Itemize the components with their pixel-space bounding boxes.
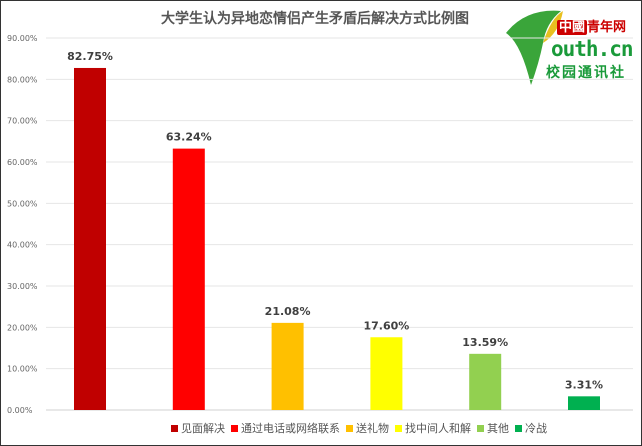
y-tick-label: 90.00% [7,34,38,43]
legend-swatch [231,425,238,432]
legend-label: 送礼物 [356,422,389,435]
bar [271,322,304,410]
legend-label: 找中间人和解 [405,422,471,435]
data-label: 3.31% [565,378,603,391]
data-label: 21.08% [265,305,311,318]
legend: 见面解决 通过电话或网络联系 送礼物 找中间人和解 其他 冷战 [171,422,547,435]
ginkgo-leaf-icon [506,10,563,85]
legend-swatch [346,425,353,432]
data-label: 17.60% [363,319,409,332]
logo-text: 校园通讯社 [546,65,626,81]
bar [172,148,205,410]
chart-title: 大学生认为异地恋情侣产生矛盾后解决方式比例图 [161,11,469,27]
legend-label: 通过电话或网络联系 [241,422,340,435]
y-tick-label: 20.00% [7,323,38,332]
y-tick-label: 30.00% [7,282,38,291]
bar [370,337,403,410]
bar [469,353,502,410]
bar [74,67,106,410]
logo-text: 青年网 [587,20,627,35]
legend-swatch [171,425,178,432]
legend-label: 其他 [487,422,509,435]
legend-swatch [395,425,402,432]
logo-text: outh.cn [551,37,634,61]
y-tick-label: 60.00% [7,158,38,167]
legend-item: 见面解决 [171,422,225,435]
y-tick-label: 40.00% [7,241,38,250]
youth-cn-logo: 中國 青年网 outh.cn 校园通讯社 [501,3,641,87]
logo-line1: 中國 青年网 [557,20,627,35]
y-tick-label: 10.00% [7,365,38,374]
legend-item: 冷战 [515,422,547,435]
data-label: 63.24% [166,131,212,144]
data-label: 82.75% [67,50,113,63]
legend-label: 冷战 [525,422,547,435]
legend-swatch [515,425,522,432]
y-tick-label: 50.00% [7,199,38,208]
legend-item: 找中间人和解 [395,422,471,435]
legend-label: 见面解决 [181,422,225,435]
logo-text: 中國 [557,20,588,35]
y-tick-label: 0.00% [7,406,33,415]
y-tick-label: 80.00% [7,75,38,84]
legend-swatch [477,425,484,432]
legend-item: 送礼物 [346,422,389,435]
legend-item: 其他 [477,422,509,435]
bar [568,396,600,410]
legend-item: 通过电话或网络联系 [231,422,340,435]
data-label: 13.59% [462,336,508,349]
y-tick-label: 70.00% [7,117,38,126]
